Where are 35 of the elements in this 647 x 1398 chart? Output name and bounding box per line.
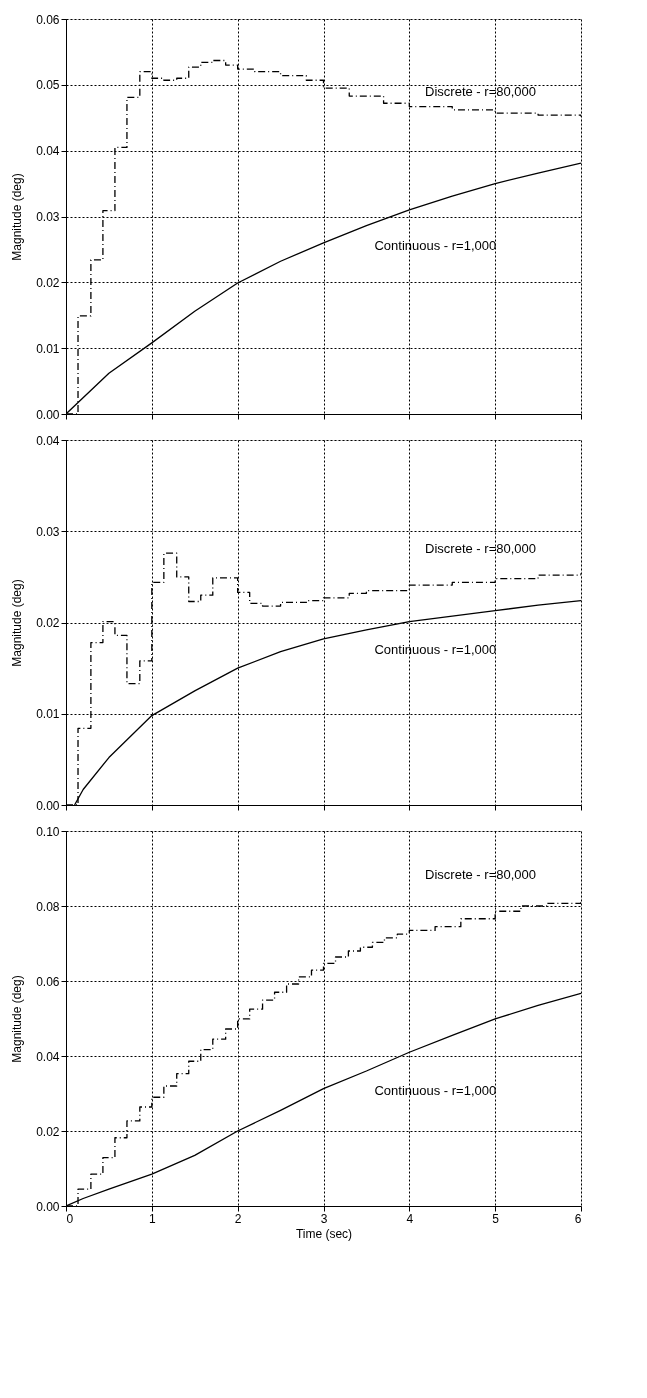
y-tick-label: 0.02: [36, 616, 60, 630]
y-tick-label: 0.00: [36, 1199, 60, 1214]
annotation: Discrete - r=80,000: [425, 84, 536, 100]
y-tick-label: 0.00: [36, 798, 60, 813]
y-tick-label: 0.04: [36, 144, 60, 159]
annotation: Continuous - r=1,000: [374, 237, 497, 253]
annotation: Discrete - r=80,000: [425, 866, 536, 882]
y-tick-label: 0.02: [36, 275, 60, 290]
y-tick-label: 0.06: [36, 974, 60, 989]
x-tick-label: 4: [406, 1211, 414, 1226]
annotation: Continuous - r=1,000: [374, 641, 497, 657]
x-tick-label: 3: [320, 1211, 328, 1226]
y-tick-label: 0.10: [36, 824, 60, 839]
y-axis-title: Magnitude (deg): [10, 579, 25, 667]
annotation: Continuous - r=1,000: [374, 1083, 497, 1098]
annotation: Discrete - r=80,000: [425, 541, 536, 557]
y-tick-label: 0.00: [36, 407, 60, 422]
x-tick-label: 0: [66, 1211, 74, 1226]
x-tick-label: 5: [492, 1211, 500, 1226]
y-tick-label: 0.06: [36, 12, 60, 27]
x-tick-label: 6: [574, 1211, 582, 1226]
y-tick-label: 0.05: [36, 78, 60, 93]
y-tick-label: 0.01: [36, 341, 60, 356]
y-tick-label: 0.08: [36, 899, 60, 914]
y-tick-label: 0.04: [36, 433, 60, 448]
y-tick-label: 0.01: [36, 707, 60, 722]
y-axis-title: Magnitude (deg): [10, 173, 25, 261]
x-axis-title: Time (sec): [295, 1226, 353, 1241]
y-tick-label: 0.03: [36, 210, 60, 224]
x-tick-label: 1: [148, 1211, 156, 1226]
y-axis-title: Magnitude (deg): [10, 975, 25, 1063]
x-tick-label: 2: [234, 1211, 242, 1226]
y-tick-label: 0.02: [36, 1124, 60, 1139]
y-tick-label: 0.04: [36, 1049, 60, 1064]
y-tick-label: 0.03: [36, 524, 60, 539]
